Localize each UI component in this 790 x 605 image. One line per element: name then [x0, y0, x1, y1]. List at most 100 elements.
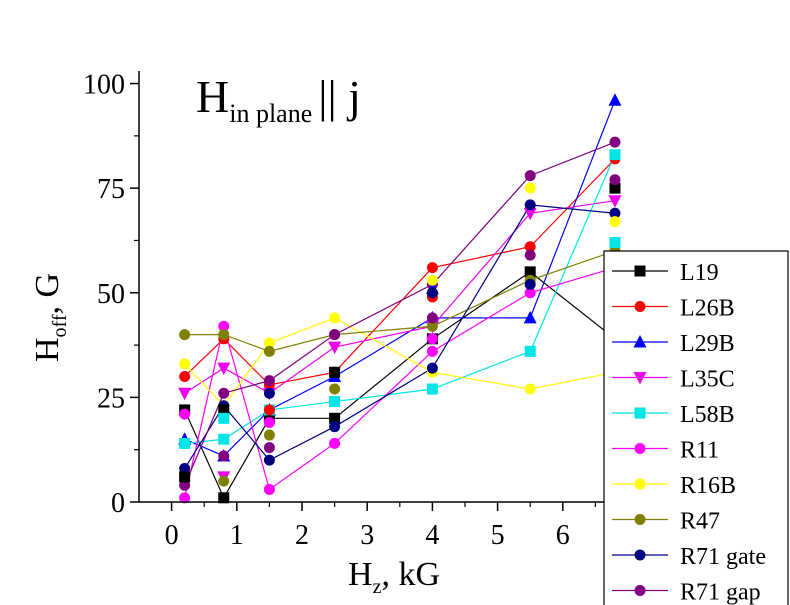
x-tick-label: 0: [165, 520, 179, 551]
chart-title-main: H: [196, 71, 229, 122]
y-axis-label: Hoff, G: [29, 273, 71, 362]
legend-marker-l19: [634, 265, 646, 277]
data-point-l26b: [179, 370, 191, 382]
data-point-l29b: [523, 310, 537, 324]
legend-marker-r47: [634, 514, 646, 525]
data-point-l26b: [263, 404, 275, 416]
data-point-r71-gap: [263, 375, 275, 387]
y-tick-label: 0: [111, 488, 125, 519]
data-point-r47: [426, 320, 438, 332]
y-axis-label-unit: , G: [29, 273, 66, 315]
data-point-r71-gap: [609, 174, 621, 186]
data-point-r71-gate: [426, 362, 438, 374]
data-point-r16b: [179, 358, 191, 370]
legend-marker-r11: [634, 443, 646, 454]
legend-label-r11: R11: [680, 438, 719, 464]
legend-label-r71-gap: R71 gap: [680, 580, 761, 605]
data-point-l58b: [426, 383, 438, 395]
data-point-r11: [524, 287, 536, 299]
data-point-r71-gate: [524, 199, 536, 211]
x-axis-label-sub: z: [373, 576, 382, 598]
x-tick-label: 6: [556, 520, 570, 551]
data-point-r71-gate: [329, 421, 341, 433]
y-axis-label-main: H: [29, 337, 66, 362]
data-point-l58b: [329, 396, 341, 408]
data-point-r71-gap: [179, 479, 191, 491]
chart-title: Hin plane || j: [196, 71, 361, 128]
series-layer: [178, 93, 622, 504]
data-point-r47: [218, 475, 230, 487]
axes-layer: 0 1 2 3 4 5 6 0 25 50 75 100: [83, 70, 628, 551]
legend-label-l35c: L35C: [680, 367, 735, 393]
data-point-r71-gate: [263, 454, 275, 466]
data-point-l35c: [178, 387, 192, 401]
data-point-l35c: [523, 207, 537, 221]
legend-marker-r16b: [634, 478, 646, 490]
data-point-r71-gate: [609, 207, 621, 219]
data-point-r11: [263, 416, 275, 428]
data-point-l19: [329, 366, 341, 378]
data-point-r16b: [524, 383, 536, 395]
data-point-r47: [329, 383, 341, 395]
data-point-r71-gap: [218, 450, 230, 462]
data-point-r71-gate: [179, 463, 191, 475]
data-point-l19: [329, 412, 341, 424]
data-point-l35c: [328, 341, 342, 355]
y-tick-label: 75: [97, 174, 125, 205]
legend-marker-l58b: [634, 407, 646, 419]
legend-label-r47: R47: [680, 509, 720, 535]
x-tick-label: 4: [425, 520, 439, 551]
legend-label-l58b: L58B: [680, 402, 735, 428]
legend-marker-l26b: [634, 301, 646, 312]
data-point-l19: [609, 182, 621, 194]
data-point-r11: [263, 483, 275, 495]
data-point-r71-gate: [263, 387, 275, 399]
legend-label-r16b: R16B: [680, 473, 736, 499]
data-point-r71-gap: [524, 249, 536, 261]
data-point-r16b: [329, 312, 341, 324]
data-point-r11: [426, 345, 438, 357]
data-point-r11: [179, 492, 191, 504]
x-tick-label: 1: [230, 520, 244, 551]
data-point-r16b: [263, 337, 275, 349]
data-point-l58b: [218, 412, 230, 424]
data-point-l58b: [524, 345, 536, 357]
data-point-l35c: [217, 362, 231, 376]
data-point-l58b: [609, 149, 621, 161]
chart-title-suffix: || j: [318, 71, 361, 122]
data-point-r16b: [426, 274, 438, 286]
data-point-r16b: [524, 182, 536, 194]
legend-label-l19: L19: [680, 260, 719, 286]
data-point-r71-gap: [218, 387, 230, 399]
legend-marker-l35c: [633, 372, 647, 385]
data-point-r47: [218, 329, 230, 341]
data-point-r47: [263, 345, 275, 357]
x-axis-label-unit: , kG: [381, 556, 440, 593]
y-tick-label: 100: [83, 70, 125, 101]
data-point-l58b: [218, 433, 230, 445]
data-point-r11: [329, 437, 341, 449]
data-point-r16b: [609, 216, 621, 228]
data-point-l35c: [608, 195, 622, 208]
data-point-l29b: [608, 93, 622, 106]
data-point-r71-gap: [263, 442, 275, 454]
data-point-l26b: [524, 241, 536, 253]
legend-label-l29b: L29B: [680, 331, 735, 357]
y-tick-label: 50: [97, 279, 125, 310]
y-tick-label: 25: [97, 383, 125, 414]
x-tick-label: 5: [491, 520, 505, 551]
legend-label-r71-gate: R71 gate: [680, 544, 766, 570]
data-point-l19: [179, 471, 191, 483]
x-tick-label: 2: [295, 520, 309, 551]
data-point-r11: [179, 408, 191, 420]
data-point-l58b: [179, 437, 191, 449]
data-point-l26b: [426, 262, 438, 274]
legend-marker-l29b: [633, 335, 647, 348]
data-point-l58b: [609, 237, 621, 249]
data-point-r71-gate: [524, 278, 536, 290]
data-point-r71-gap: [609, 136, 621, 148]
data-point-r71-gap: [426, 312, 438, 324]
data-point-r71-gap: [524, 170, 536, 182]
chart-title-sub: in plane: [229, 99, 312, 128]
x-tick-label: 3: [360, 520, 374, 551]
